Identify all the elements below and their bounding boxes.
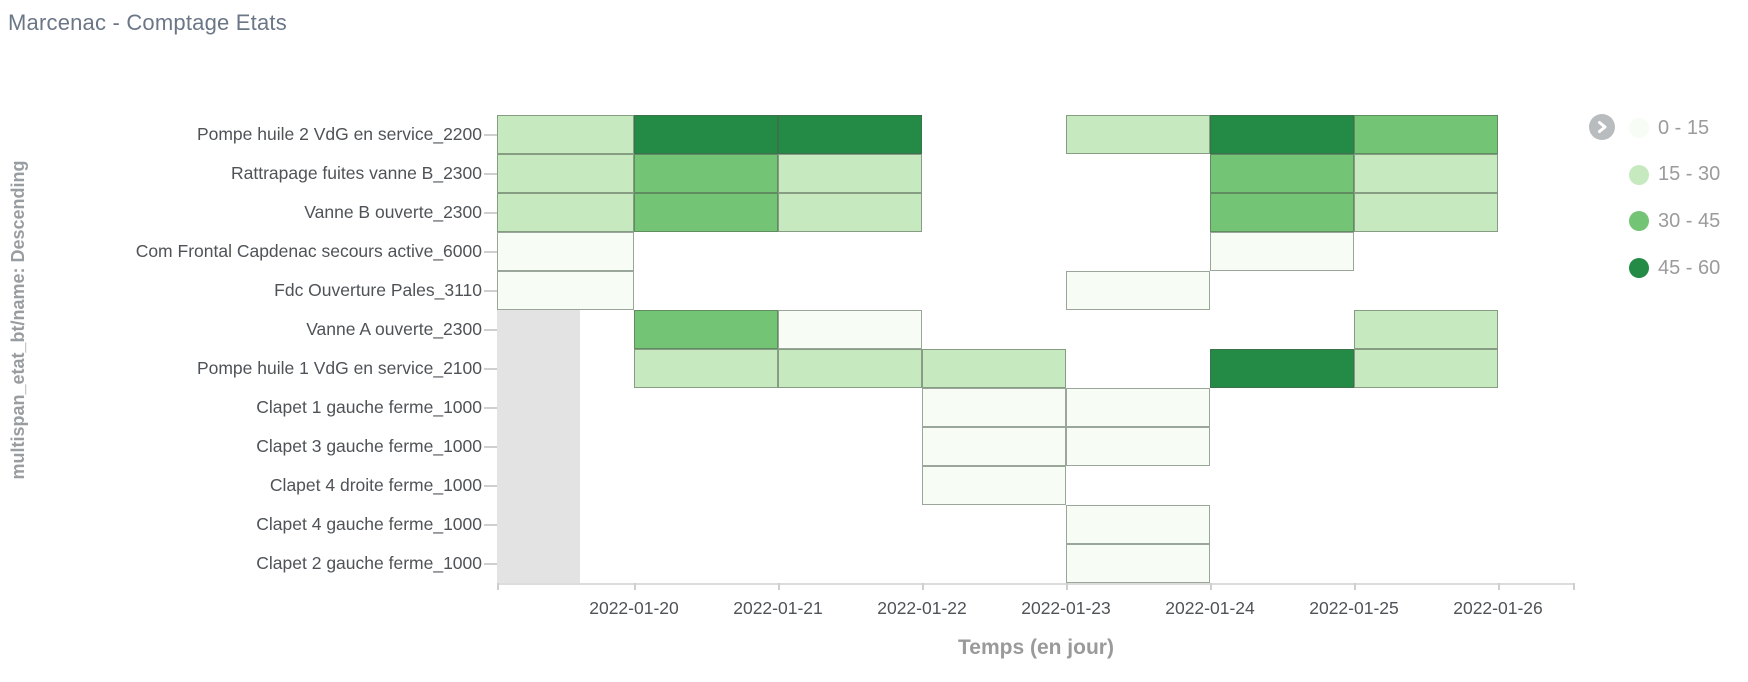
legend-color-dot xyxy=(1629,211,1649,232)
heatmap-cell[interactable] xyxy=(497,232,634,271)
heatmap-cell[interactable] xyxy=(778,193,922,232)
y-axis-label: Clapet 4 gauche ferme_1000 xyxy=(256,514,482,534)
heatmap-cell[interactable] xyxy=(497,193,634,232)
heatmap-cell[interactable] xyxy=(1210,154,1354,193)
chevron-right-icon xyxy=(1595,120,1609,134)
legend-toggle-button[interactable] xyxy=(1589,114,1615,140)
heatmap-cell[interactable] xyxy=(497,271,634,310)
heatmap-cell[interactable] xyxy=(1354,349,1498,388)
y-axis-tick xyxy=(484,445,497,448)
heatmap-cell[interactable] xyxy=(1354,154,1498,193)
heatmap-cell[interactable] xyxy=(1210,193,1354,232)
x-axis-tick xyxy=(634,583,636,590)
heatmap-cell[interactable] xyxy=(922,466,1066,505)
y-axis-label: Com Frontal Capdenac secours active_6000 xyxy=(135,241,482,261)
heatmap-cell[interactable] xyxy=(497,115,634,154)
heatmap-cell[interactable] xyxy=(1354,115,1498,154)
chart-title: Marcenac - Comptage Etats xyxy=(8,10,287,35)
legend-item[interactable]: 0 - 15 xyxy=(1629,105,1709,151)
y-axis-tick xyxy=(484,367,497,370)
heatmap-cell[interactable] xyxy=(1066,544,1210,583)
heatmap-cell[interactable] xyxy=(634,310,778,349)
legend-item[interactable]: 45 - 60 xyxy=(1629,245,1720,291)
legend-label: 0 - 15 xyxy=(1658,116,1710,139)
heatmap-cell[interactable] xyxy=(634,154,778,193)
x-axis-label: 2022-01-21 xyxy=(733,598,823,618)
y-axis-tick xyxy=(484,250,497,253)
heatmap-cell[interactable] xyxy=(634,349,778,388)
y-axis-tick xyxy=(484,484,497,487)
heatmap-cell[interactable] xyxy=(778,310,922,349)
y-axis-label: Clapet 1 gauche ferme_1000 xyxy=(256,397,482,417)
x-axis-tick xyxy=(778,583,780,590)
x-axis-tick xyxy=(1498,583,1500,590)
legend-label: 45 - 60 xyxy=(1658,256,1721,279)
y-axis-label: Fdc Ouverture Pales_3110 xyxy=(274,280,482,300)
legend-label: 30 - 45 xyxy=(1658,209,1721,232)
heatmap-cell[interactable] xyxy=(1066,427,1210,466)
heatmap-cell[interactable] xyxy=(922,349,1066,388)
heatmap-cell[interactable] xyxy=(922,427,1066,466)
heatmap-cell[interactable] xyxy=(922,388,1066,427)
y-axis-tick xyxy=(484,562,497,565)
y-axis-tick xyxy=(484,523,497,526)
heatmap-cell[interactable] xyxy=(1210,349,1354,388)
x-axis-label: 2022-01-20 xyxy=(589,598,679,618)
legend-color-dot xyxy=(1629,164,1649,185)
y-axis-label: Clapet 2 gauche ferme_1000 xyxy=(256,553,482,573)
heatmap-cell[interactable] xyxy=(1066,271,1210,310)
y-axis-tick xyxy=(484,172,497,175)
y-axis-label: Pompe huile 2 VdG en service_2200 xyxy=(196,124,482,144)
x-axis-tick xyxy=(497,583,499,590)
y-axis-tick xyxy=(484,211,497,214)
x-axis-tick xyxy=(1354,583,1356,590)
x-axis-label: 2022-01-26 xyxy=(1453,598,1543,618)
x-axis-tick xyxy=(1066,583,1068,590)
y-axis-tick xyxy=(484,133,497,136)
heatmap-cell[interactable] xyxy=(778,154,922,193)
heatmap-cell[interactable] xyxy=(634,115,778,154)
y-axis-tick xyxy=(484,289,497,292)
heatmap-cell[interactable] xyxy=(634,193,778,232)
x-axis-label: 2022-01-22 xyxy=(877,598,967,618)
x-axis-tick xyxy=(1210,583,1212,590)
y-axis-label: Pompe huile 1 VdG en service_2100 xyxy=(196,358,482,378)
heatmap-cell[interactable] xyxy=(497,154,634,193)
legend-color-dot xyxy=(1629,258,1649,279)
x-axis-label: 2022-01-23 xyxy=(1021,598,1111,618)
x-axis-tick xyxy=(922,583,924,590)
heatmap-cell[interactable] xyxy=(1066,388,1210,427)
x-axis-line xyxy=(497,583,1575,585)
legend-label: 15 - 30 xyxy=(1658,163,1721,186)
heatmap-cell[interactable] xyxy=(778,349,922,388)
heatmap-cell[interactable] xyxy=(778,115,922,154)
y-axis-label: Vanne B ouverte_2300 xyxy=(304,202,482,222)
heatmap-cell[interactable] xyxy=(1210,232,1354,271)
x-axis-tick xyxy=(1573,583,1575,590)
heatmap-cell[interactable] xyxy=(1210,115,1354,154)
x-axis-label: 2022-01-25 xyxy=(1309,598,1399,618)
heatmap-cell[interactable] xyxy=(1354,193,1498,232)
heatmap-plot xyxy=(497,115,1575,583)
legend-item[interactable]: 15 - 30 xyxy=(1629,152,1720,198)
y-axis-label: Clapet 4 droite ferme_1000 xyxy=(269,475,482,495)
legend-color-dot xyxy=(1629,118,1649,138)
legend-item[interactable]: 30 - 45 xyxy=(1629,198,1720,244)
y-axis-tick xyxy=(484,328,497,331)
heatmap-cell[interactable] xyxy=(1066,115,1210,154)
y-axis-label: Rattrapage fuites vanne B_2300 xyxy=(230,163,482,183)
y-axis-label: Clapet 3 gauche ferme_1000 xyxy=(256,436,482,456)
heatmap-cell[interactable] xyxy=(1066,505,1210,544)
heatmap-cell[interactable] xyxy=(1354,310,1498,349)
y-axis-label: Vanne A ouverte_2300 xyxy=(306,319,482,339)
y-axis-tick xyxy=(484,406,497,409)
x-axis-label: 2022-01-24 xyxy=(1165,598,1255,618)
x-axis-title: Temps (en jour) xyxy=(958,636,1114,659)
